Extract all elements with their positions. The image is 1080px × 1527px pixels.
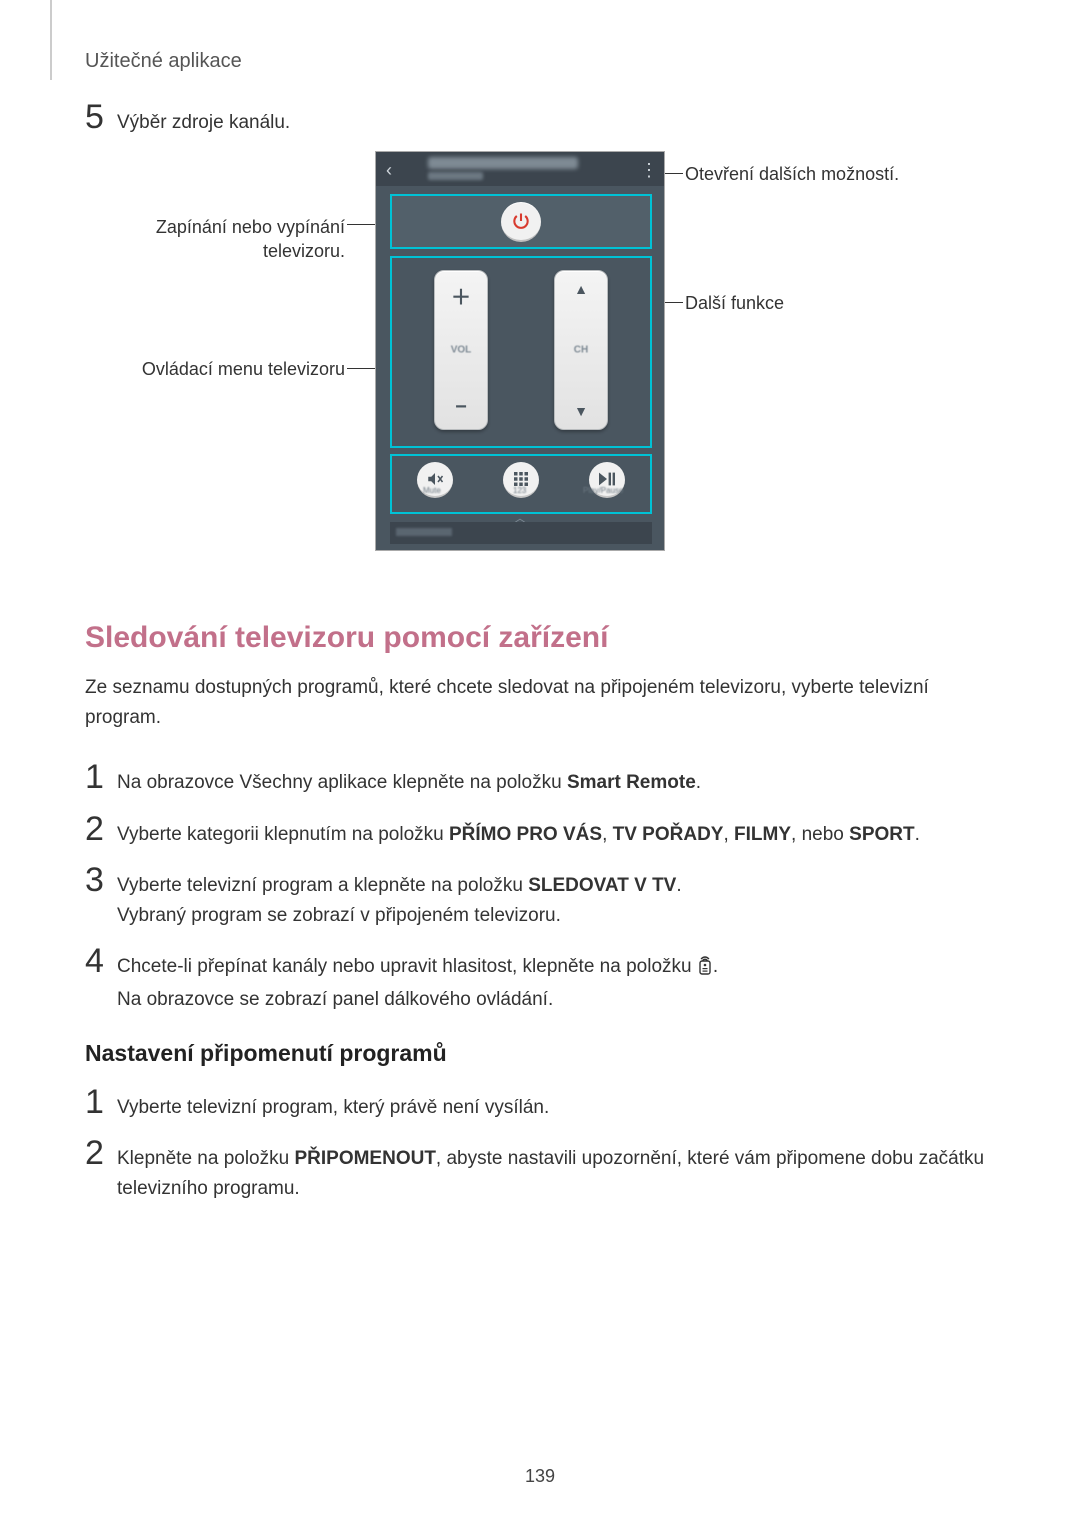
functions-region: Mute 123 Play/Pause xyxy=(390,454,652,514)
callout-power: Zapínání nebo vypínání televizoru. xyxy=(85,216,345,263)
page-number: 139 xyxy=(0,1466,1080,1487)
step-5: 5 Výběr zdroje kanálu. xyxy=(85,100,995,137)
remote-illustration: Zapínání nebo vypínání televizoru. Ovlád… xyxy=(85,151,995,571)
vol-label: VOL xyxy=(435,345,487,356)
back-icon: ‹ xyxy=(386,160,392,181)
page-header: Užitečné aplikace xyxy=(85,50,242,73)
step-number: 1 xyxy=(85,760,117,794)
step-text: Vyberte televizní program a klepněte na … xyxy=(117,863,682,930)
channel-guide-bar xyxy=(390,522,652,544)
remote-inline-icon xyxy=(697,955,713,984)
ch-up-icon: ▲ xyxy=(555,281,607,297)
guide-label-blur xyxy=(396,528,452,536)
step-a4: 4 Chcete-li přepínat kanály nebo upravit… xyxy=(85,944,995,1014)
step-number: 4 xyxy=(85,944,117,978)
step-text: Výběr zdroje kanálu. xyxy=(117,100,290,137)
step-number: 5 xyxy=(85,100,117,134)
step-text: Klepněte na položku PŘIPOMENOUT, abyste … xyxy=(117,1136,995,1203)
section-heading: Sledování televizoru pomocí zařízení xyxy=(85,621,995,655)
more-icon: ⋮ xyxy=(640,160,656,181)
step-text: Na obrazovce Všechny aplikace klepněte n… xyxy=(117,760,701,797)
volume-rocker: ＋ VOL − xyxy=(434,270,488,430)
step-a3: 3 Vyberte televizní program a klepněte n… xyxy=(85,863,995,930)
step-a2: 2 Vyberte kategorii klepnutím na položku… xyxy=(85,812,995,849)
step-b2: 2 Klepněte na položku PŘIPOMENOUT, abyst… xyxy=(85,1136,995,1203)
blurred-subtitle xyxy=(428,172,483,180)
section-paragraph: Ze seznamu dostupných programů, které ch… xyxy=(85,673,995,732)
mute-label: Mute xyxy=(423,486,441,495)
remote-topbar: ‹ ⋮ xyxy=(376,152,664,186)
callout-more: Otevření dalších možností. xyxy=(685,163,899,186)
vol-up-icon: ＋ xyxy=(435,281,487,310)
callout-menu: Ovládací menu televizoru xyxy=(85,358,345,381)
vol-down-icon: − xyxy=(435,396,487,419)
keypad-label: 123 xyxy=(513,486,526,495)
step-text: Vyberte kategorii klepnutím na položku P… xyxy=(117,812,920,849)
step-text: Vyberte televizní program, který právě n… xyxy=(117,1085,549,1122)
subsection-heading: Nastavení připomenutí programů xyxy=(85,1040,995,1067)
power-button xyxy=(501,202,541,242)
blurred-title xyxy=(428,157,578,169)
callout-other: Další funkce xyxy=(685,292,784,315)
page-fold xyxy=(50,0,52,80)
ch-label: CH xyxy=(555,345,607,356)
step-number: 2 xyxy=(85,1136,117,1170)
playpause-label: Play/Pause xyxy=(583,486,623,495)
channel-rocker: ▲ CH ▼ xyxy=(554,270,608,430)
page-content: 5 Výběr zdroje kanálu. Zapínání nebo vyp… xyxy=(85,100,995,1217)
menu-region: ＋ VOL − ▲ CH ▼ xyxy=(390,256,652,448)
step-number: 1 xyxy=(85,1085,117,1119)
ch-down-icon: ▼ xyxy=(555,403,607,419)
power-region xyxy=(390,194,652,249)
step-a1: 1 Na obrazovce Všechny aplikace klepněte… xyxy=(85,760,995,797)
step-text: Chcete-li přepínat kanály nebo upravit h… xyxy=(117,944,718,1014)
step-number: 3 xyxy=(85,863,117,897)
step-b1: 1 Vyberte televizní program, který právě… xyxy=(85,1085,995,1122)
step-number: 2 xyxy=(85,812,117,846)
remote-phone: ‹ ⋮ ＋ VOL − ▲ CH ▼ xyxy=(375,151,665,551)
